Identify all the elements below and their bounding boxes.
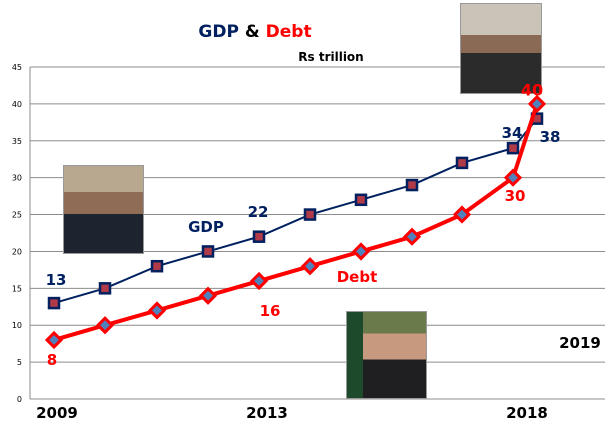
gdp-series-label: GDP <box>188 218 224 236</box>
gdp-point <box>455 156 469 170</box>
gdp-point <box>354 193 368 207</box>
gdp-point <box>201 245 215 258</box>
debt-point <box>351 242 371 261</box>
y-tick-label: 10 <box>12 321 22 330</box>
debt-point <box>503 168 523 187</box>
gdp-value-2018: 34 <box>501 124 523 142</box>
gdp-point <box>47 296 61 310</box>
debt-point <box>527 94 547 114</box>
debt-value-2018: 30 <box>504 187 526 205</box>
y-tick-label: 5 <box>17 358 22 367</box>
chart-subtitle: Rs trillion <box>298 50 364 64</box>
gdp-value-2013: 22 <box>247 203 269 221</box>
debt-point <box>249 271 269 291</box>
y-tick-label: 0 <box>17 395 22 404</box>
title-debt: Debt <box>265 22 312 42</box>
y-tick-label: 30 <box>12 174 22 183</box>
title-gdp: GDP <box>198 22 239 42</box>
y-tick-label: 15 <box>12 284 22 293</box>
gdp-point <box>506 141 520 155</box>
portrait-photo-2019 <box>460 3 542 94</box>
gdp-point <box>303 208 317 221</box>
gdp-point <box>150 259 164 273</box>
debt-value-2019: 40 <box>520 80 544 100</box>
debt-point <box>402 227 422 246</box>
y-tick-label: 40 <box>12 100 22 109</box>
debt-value-2009: 8 <box>46 351 58 369</box>
title-amp: & <box>244 22 260 42</box>
debt-point <box>452 205 472 224</box>
x-tick-label: 2018 <box>506 404 548 422</box>
gdp-value-2009: 13 <box>45 271 67 289</box>
portrait-photo-2013 <box>346 311 427 399</box>
gdp-point <box>98 282 112 295</box>
debt-series-label: Debt <box>336 268 378 286</box>
debt-point <box>198 286 218 305</box>
debt-point <box>95 316 115 335</box>
debt-point <box>300 257 320 276</box>
x-tick-label: 2009 <box>36 404 78 422</box>
y-tick-label: 35 <box>12 137 22 146</box>
x-tick-label: 2019 <box>559 334 601 352</box>
debt-point <box>147 301 167 320</box>
gdp-point <box>405 178 419 192</box>
y-tick-label: 45 <box>12 63 22 72</box>
debt-value-2013: 16 <box>259 302 281 320</box>
x-tick-label: 2013 <box>246 404 288 422</box>
chart-title: GDP & Debt <box>198 22 311 42</box>
y-tick-label: 20 <box>12 247 22 256</box>
portrait-photo-2009 <box>63 165 144 254</box>
gdp-value-2019: 38 <box>539 128 561 146</box>
debt-point <box>44 330 64 350</box>
gdp-point <box>252 230 266 243</box>
y-tick-label: 25 <box>12 211 22 220</box>
